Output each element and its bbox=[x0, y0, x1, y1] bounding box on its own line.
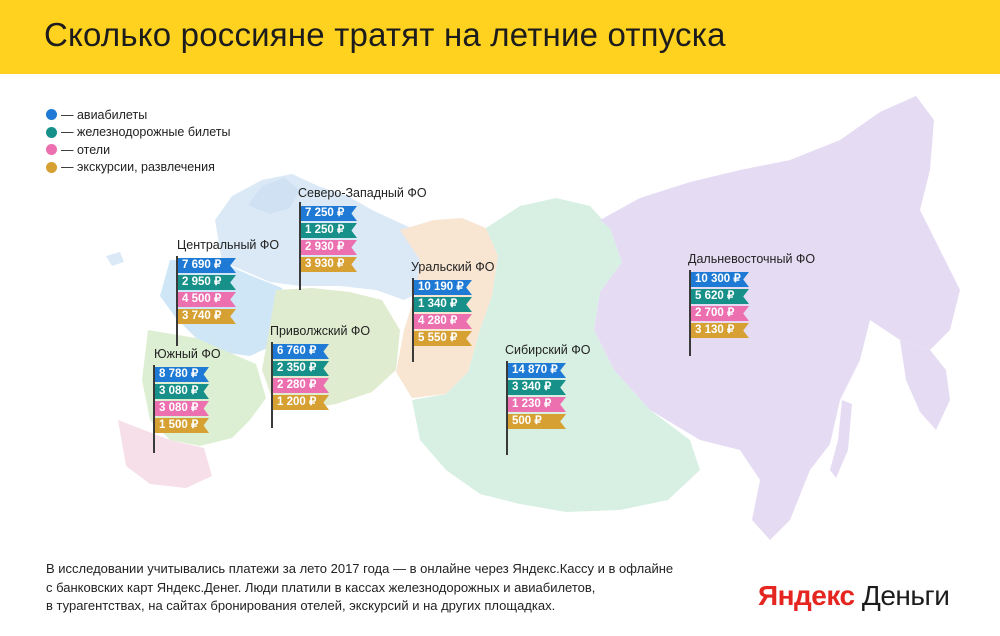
footnote: В исследовании учитывались платежи за ле… bbox=[46, 560, 726, 616]
flag-excursions: 3 740 ₽ bbox=[178, 309, 236, 324]
flag-rail: 5 620 ₽ bbox=[691, 289, 749, 304]
region-shape-kamchatka bbox=[900, 340, 950, 430]
footnote-line: в турагентствах, на сайтах бронирования … bbox=[46, 598, 556, 613]
flag-hotels: 2 700 ₽ bbox=[691, 306, 749, 321]
region-label: Сибирский ФО bbox=[505, 343, 591, 357]
region-label: Южный ФО bbox=[154, 347, 221, 361]
page-title: Сколько россияне тратят на летние отпуск… bbox=[44, 16, 726, 53]
legend-label: — авиабилеты bbox=[61, 107, 148, 122]
flag-excursions: 5 550 ₽ bbox=[414, 331, 472, 346]
flag-rail: 2 950 ₽ bbox=[178, 275, 236, 290]
legend-dot-icon bbox=[46, 126, 57, 138]
legend-label: — экскурсии, развлечения bbox=[61, 160, 215, 175]
flag-excursions: 3 130 ₽ bbox=[691, 323, 749, 338]
region-shape-northwest-kola bbox=[248, 178, 300, 214]
flag-hotels: 4 280 ₽ bbox=[414, 314, 472, 329]
region-shape-sakhalin bbox=[830, 400, 852, 478]
flag-flights: 7 250 ₽ bbox=[301, 206, 357, 221]
flag-hotels: 2 930 ₽ bbox=[301, 240, 357, 255]
flag-excursions: 1 500 ₽ bbox=[155, 418, 209, 433]
legend-dot-icon bbox=[46, 161, 57, 173]
flag-pole bbox=[689, 270, 691, 356]
flag-hotels: 1 230 ₽ bbox=[508, 397, 566, 412]
legend-label: — отели bbox=[61, 142, 111, 157]
legend-item-excursions: — экскурсии, развлечения bbox=[46, 159, 231, 177]
legend-dot-icon bbox=[46, 109, 57, 121]
flag-pole bbox=[271, 342, 273, 428]
flag-flights: 6 760 ₽ bbox=[273, 344, 329, 359]
flag-rail: 3 080 ₽ bbox=[155, 384, 209, 399]
region-label: Центральный ФО bbox=[177, 238, 280, 252]
flag-pole bbox=[299, 202, 301, 290]
region-label: Уральский ФО bbox=[411, 260, 495, 274]
flag-rail: 2 350 ₽ bbox=[273, 361, 329, 376]
legend-dot-icon bbox=[46, 144, 57, 156]
logo-part-money: Деньги bbox=[861, 580, 950, 611]
legend-item-flights: — авиабилеты bbox=[46, 106, 231, 124]
region-label: Приволжский ФО bbox=[270, 324, 371, 338]
legend: — авиабилеты — железнодорожные билеты — … bbox=[46, 106, 231, 176]
legend-item-rail: — железнодорожные билеты bbox=[46, 124, 231, 142]
legend-item-hotels: — отели bbox=[46, 141, 231, 159]
flag-rail: 1 340 ₽ bbox=[414, 297, 472, 312]
footnote-line: с банковских карт Яндекс.Денег. Люди пла… bbox=[46, 579, 596, 595]
flag-flights: 14 870 ₽ bbox=[508, 363, 566, 378]
flag-flights: 10 190 ₽ bbox=[414, 280, 472, 295]
flag-pole bbox=[412, 278, 414, 362]
flag-flights: 10 300 ₽ bbox=[691, 272, 749, 287]
yandex-money-logo: Яндекс Деньги bbox=[758, 580, 950, 612]
flag-hotels: 4 500 ₽ bbox=[178, 292, 236, 307]
flag-rail: 1 250 ₽ bbox=[301, 223, 357, 238]
flag-flights: 7 690 ₽ bbox=[178, 258, 236, 273]
region-shape-caucasus bbox=[118, 420, 212, 488]
flag-hotels: 3 080 ₽ bbox=[155, 401, 209, 416]
header-banner: Сколько россияне тратят на летние отпуск… bbox=[0, 0, 1000, 74]
flag-pole bbox=[176, 256, 178, 346]
region-label: Северо-Западный ФО bbox=[298, 186, 427, 200]
flag-pole bbox=[506, 361, 508, 455]
flag-hotels: 2 280 ₽ bbox=[273, 378, 329, 393]
footnote-line: В исследовании учитывались платежи за ле… bbox=[46, 561, 674, 576]
legend-label: — железнодорожные билеты bbox=[61, 125, 231, 140]
flag-excursions: 3 930 ₽ bbox=[301, 257, 357, 272]
region-shape-kaliningrad bbox=[106, 252, 124, 266]
logo-part-yandex: Яндекс bbox=[758, 580, 855, 611]
region-shape-siberia bbox=[412, 198, 700, 512]
flag-excursions: 500 ₽ bbox=[508, 414, 566, 429]
region-shape-far-east bbox=[594, 96, 960, 540]
flag-rail: 3 340 ₽ bbox=[508, 380, 566, 395]
flag-pole bbox=[153, 365, 155, 453]
flag-flights: 8 780 ₽ bbox=[155, 367, 209, 382]
flag-excursions: 1 200 ₽ bbox=[273, 395, 329, 410]
region-label: Дальневосточный ФО bbox=[688, 252, 816, 266]
